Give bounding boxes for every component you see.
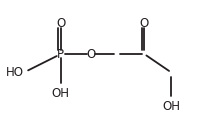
Text: OH: OH xyxy=(52,87,70,100)
Text: P: P xyxy=(57,48,64,61)
Text: O: O xyxy=(56,17,65,30)
Text: HO: HO xyxy=(6,66,24,79)
Text: O: O xyxy=(140,17,149,30)
Text: O: O xyxy=(86,48,96,61)
Text: OH: OH xyxy=(162,100,180,113)
